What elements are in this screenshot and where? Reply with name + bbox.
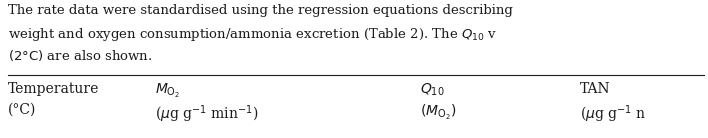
Text: The rate data were standardised using the regression equations describing: The rate data were standardised using th… <box>8 4 513 17</box>
Text: (°C): (°C) <box>8 103 36 117</box>
Text: weight and oxygen consumption/ammonia excretion (Table 2). The $Q_{10}$ v: weight and oxygen consumption/ammonia ex… <box>8 26 498 43</box>
Text: $(M_{\mathrm{O_2}})$: $(M_{\mathrm{O_2}})$ <box>420 103 457 122</box>
Text: ($\mu$g g$^{-1}$ min$^{-1}$): ($\mu$g g$^{-1}$ min$^{-1}$) <box>155 103 258 125</box>
Text: $M_{\mathrm{O_2}}$: $M_{\mathrm{O_2}}$ <box>155 82 181 100</box>
Text: $(2°\mathrm{C})$ are also shown.: $(2°\mathrm{C})$ are also shown. <box>8 48 152 63</box>
Text: TAN: TAN <box>580 82 610 96</box>
Text: ($\mu$g g$^{-1}$ n: ($\mu$g g$^{-1}$ n <box>580 103 646 125</box>
Text: $Q_{10}$: $Q_{10}$ <box>420 82 445 98</box>
Text: Temperature: Temperature <box>8 82 99 96</box>
